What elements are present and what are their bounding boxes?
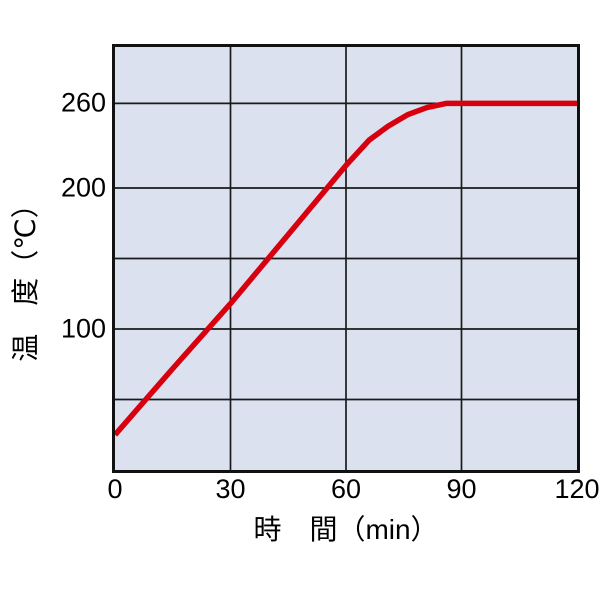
x-tick-label: 60 [330, 474, 362, 504]
x-tick-label: 0 [107, 474, 123, 504]
series-temperature-profile [115, 100, 577, 437]
y-axis-title: 温 度（℃） [10, 190, 41, 362]
y-tick-label: 100 [60, 313, 106, 344]
x-tick-label: 30 [215, 474, 246, 504]
x-tick-label: 90 [446, 474, 477, 504]
x-axis-title: 時 間（min） [253, 514, 439, 545]
y-tick-label: 200 [60, 172, 106, 203]
temperature-line-chart [115, 47, 577, 470]
x-tick-label: 120 [554, 474, 600, 504]
y-tick-label: 260 [60, 87, 106, 118]
plot-area [112, 44, 580, 473]
